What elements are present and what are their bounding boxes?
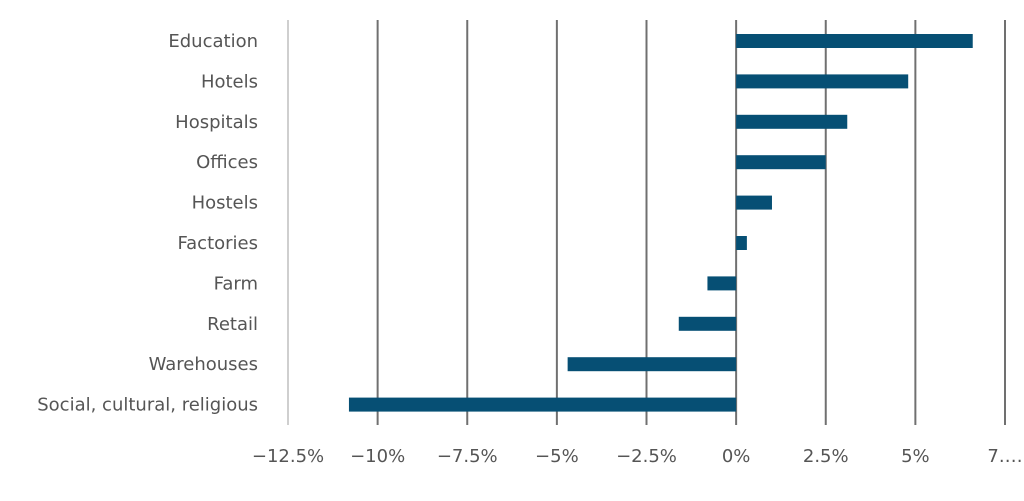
category-label: Warehouses: [149, 354, 258, 375]
category-label: Offices: [196, 152, 258, 173]
bar: [678, 316, 737, 331]
category-label: Hostels: [192, 193, 258, 214]
bar: [348, 397, 737, 412]
x-tick-label: 2.5%: [803, 446, 849, 467]
x-tick-label: −12.5%: [252, 446, 324, 467]
bar: [567, 357, 737, 372]
bar: [736, 195, 772, 210]
bar: [736, 155, 826, 170]
category-labels: Education Hotels Hospitals Offices Hostels Fa…: [37, 31, 258, 416]
category-label: Education: [168, 31, 258, 52]
x-tick-label: −2.5%: [616, 446, 677, 467]
bar: [736, 114, 848, 129]
bar: [736, 74, 909, 89]
x-axis-tick-labels: −12.5% −10% −7.5% −5% −2.5% 0% 2.5% 5% 7.…: [252, 446, 1023, 467]
category-label: Social, cultural, religious: [37, 395, 258, 416]
x-tick-label: 5%: [901, 446, 930, 467]
x-tick-label: −10%: [350, 446, 405, 467]
category-label: Hospitals: [175, 112, 258, 133]
bars: [348, 34, 973, 412]
bar: [707, 276, 737, 291]
bar: [736, 34, 973, 48]
category-label: Farm: [214, 273, 258, 294]
bar: [736, 236, 747, 250]
x-tick-label: 0%: [722, 446, 751, 467]
x-tick-label: 7.…: [987, 446, 1022, 467]
category-label: Hotels: [201, 71, 258, 92]
category-label: Factories: [177, 233, 258, 254]
x-tick-label: −5%: [535, 446, 579, 467]
category-label: Retail: [207, 314, 258, 335]
x-tick-label: −7.5%: [437, 446, 498, 467]
